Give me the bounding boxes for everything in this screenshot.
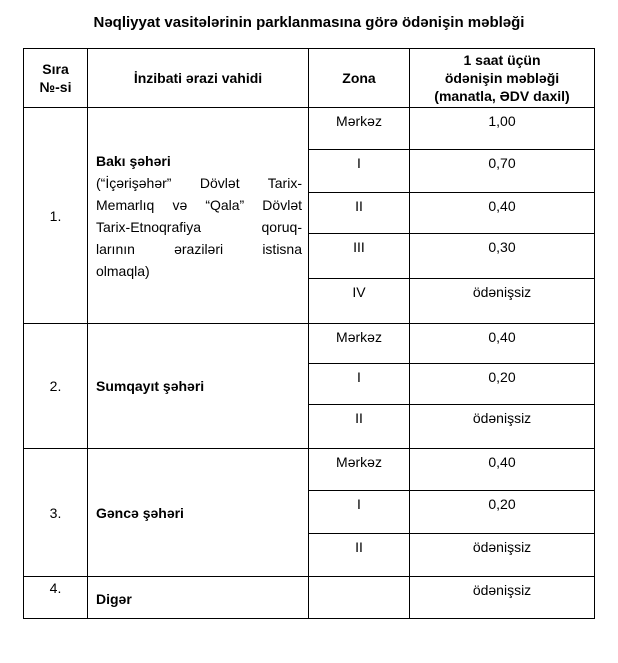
unit-title-gence: Gəncə şəhəri [96,504,184,521]
unit-cell-baki: Bakı şəhəri (“İçərişəhər” Dövlət Tarix- … [87,107,309,324]
header-fee-line2: ödənişin məbləği [444,70,560,86]
unit-title-sumqayit: Sumqayıt şəhəri [96,378,205,394]
zone-cell: II [308,404,410,449]
zone-cell: II [308,192,410,234]
header-fee: 1 saat üçün ödənişin məbləği (manatla, Ə… [409,48,595,108]
unit-title-diger: Digər [96,591,132,607]
table-header-row: Sıra №-si İnzibati ərazi vahidi Zona 1 s… [23,48,595,108]
header-serial-no-line2: №-si [39,79,72,95]
fee-cell: ödənişsiz [409,533,595,577]
unit-cell-sumqayit: Sumqayıt şəhəri [87,323,309,449]
fee-cell: 0,20 [409,490,595,534]
table-row: 4. Digər ödənişsiz [23,576,595,619]
fee-cell: 0,70 [409,149,595,193]
unit-note-line: olmaqla) [96,262,150,279]
table-row: III 0,30 [24,233,595,279]
row-number-2: 2. [23,323,88,449]
zone-cell: I [308,149,410,193]
unit-note-line: Tarix-Etnoqrafiya qoruq- [96,218,302,235]
fee-cell: 0,40 [409,448,595,491]
header-zone: Zona [308,48,410,108]
table-row: 2. Sumqayıt şəhəri Mərkəz 0,40 [23,323,595,449]
fee-cell: 0,30 [409,233,595,279]
header-serial-no-line1: Sıra [42,61,69,77]
header-fee-line1: 1 saat üçün [463,52,541,68]
table-row: 1. Bakı şəhəri (“İçərişəhər” Dövlət Tari… [23,107,595,324]
table-row: 3. Gəncə şəhəri Mərkəz 0,40 [23,448,595,577]
row-number-1: 1. [23,107,88,324]
zone-cell [308,576,410,619]
fee-cell: ödənişsiz [409,404,595,449]
fee-cell: ödənişsiz [409,278,595,324]
document-page: Nəqliyyat vasitələrinin parklanmasına gö… [0,14,618,663]
fee-cell: 0,40 [409,323,595,364]
header-fee-line3: (manatla, ƏDV daxil) [434,88,570,104]
fee-cell: ödənişsiz [409,576,595,619]
zone-cell: Mərkəz [308,107,410,150]
zone-cell: II [308,533,410,577]
table-row: II ödənişsiz [24,533,595,577]
table-row: II 0,40 [24,192,595,234]
fee-cell: 1,00 [409,107,595,150]
unit-cell-diger: Digər [87,576,309,619]
unit-note-line: (“İçərişəhər” Dövlət Tarix- [96,174,302,191]
unit-title-baki: Bakı şəhəri [96,152,171,169]
unit-cell-gence: Gəncə şəhəri [87,448,309,577]
table-row: I 0,20 [24,490,595,534]
header-serial-no: Sıra №-si [23,48,88,108]
zone-cell: Mərkəz [308,323,410,364]
zone-cell: IV [308,278,410,324]
zone-cell: I [308,490,410,534]
unit-note-line: Memarlıq və “Qala” Dövlət [96,196,302,213]
row-number-4: 4. [23,576,88,619]
row-number-3: 3. [23,448,88,577]
document-title: Nəqliyyat vasitələrinin parklanmasına gö… [93,14,525,31]
zone-cell: I [308,363,410,405]
unit-note-line: larının əraziləri istisna [96,240,302,257]
fee-cell: 0,40 [409,192,595,234]
header-admin-unit: İnzibati ərazi vahidi [87,48,309,108]
fee-cell: 0,20 [409,363,595,405]
zone-cell: Mərkəz [308,448,410,491]
parking-fee-table: Sıra №-si İnzibati ərazi vahidi Zona 1 s… [23,48,595,619]
zone-cell: III [308,233,410,279]
